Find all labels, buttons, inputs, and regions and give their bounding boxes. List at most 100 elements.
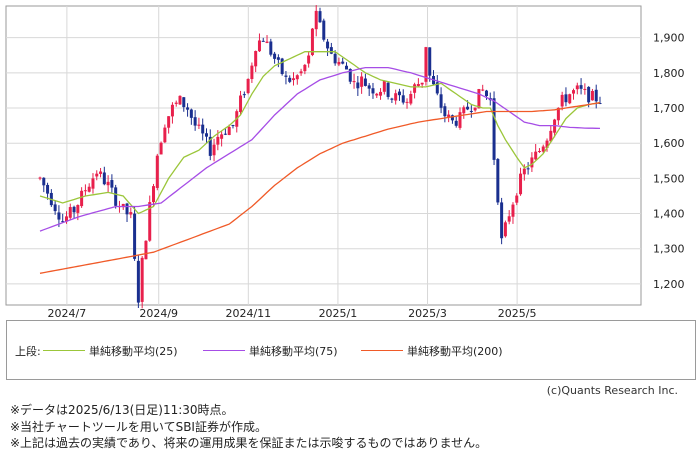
candle-body — [420, 82, 424, 85]
candle-body — [477, 89, 481, 109]
y-tick-label: 1,700 — [653, 102, 685, 115]
x-tick-label: 2024/9 — [139, 307, 178, 320]
candle-body — [197, 124, 201, 126]
candle-body — [367, 85, 371, 89]
candle-body — [360, 76, 364, 87]
candle-body — [257, 40, 261, 52]
candle-body — [401, 95, 405, 103]
credit-text: (c)Quants Research Inc. — [546, 384, 678, 397]
candle-body — [242, 94, 246, 96]
candle-body — [227, 126, 231, 136]
candle-body — [87, 186, 91, 192]
legend-item-ma200: 単純移動平均(200) — [407, 345, 503, 358]
candle-body — [594, 89, 598, 102]
candle-body — [515, 195, 519, 203]
candle-body — [292, 78, 296, 81]
y-tick-label: 1,900 — [653, 32, 685, 45]
candle-body — [121, 203, 125, 208]
candle-body — [534, 151, 538, 160]
candle-body — [492, 98, 496, 160]
candle-body — [276, 57, 280, 60]
candle-body — [106, 181, 110, 186]
candle-body — [231, 125, 235, 127]
candle-body — [246, 78, 250, 94]
footnote-3: ※上記は過去の実績であり、将来の運用成果を保証または示唆するものではありません。 — [10, 436, 488, 450]
candle-body — [314, 10, 318, 30]
candle-body — [140, 257, 144, 302]
candle-body — [356, 82, 360, 89]
candle-body — [473, 107, 477, 111]
candle-body — [390, 98, 394, 100]
candle-body — [333, 53, 337, 64]
candle-body — [64, 216, 68, 222]
candle-body — [61, 221, 65, 223]
candle-body — [167, 116, 171, 128]
candle-body — [469, 110, 473, 112]
candle-body — [500, 202, 504, 239]
y-tick-label: 1,500 — [653, 172, 685, 185]
candle-body — [549, 130, 553, 142]
legend-item-ma25: 単純移動平均(25) — [89, 345, 178, 358]
candle-body — [329, 47, 333, 54]
candle-body — [428, 47, 432, 76]
candle-body — [583, 88, 587, 90]
candle-body — [560, 94, 564, 107]
candle-body — [239, 95, 243, 113]
candle-body — [348, 68, 352, 82]
candle-body — [409, 93, 413, 104]
candle-body — [462, 107, 466, 114]
y-tick-label: 1,800 — [653, 67, 685, 80]
candle-body — [288, 77, 292, 82]
candle-body — [284, 75, 288, 77]
candle-body — [318, 11, 322, 23]
candle-body — [201, 124, 205, 134]
candle-body — [212, 144, 216, 156]
candle-body — [375, 93, 379, 96]
footnotes: ※データは2025/6/13(日足)11:30時点。 ※当社チャートツールを用い… — [10, 402, 487, 452]
legend-swatch-ma75 — [203, 350, 245, 351]
candle-body — [208, 136, 212, 156]
candle-body — [579, 85, 583, 89]
candle-body — [545, 140, 549, 149]
candle-body — [458, 112, 462, 128]
candle-body — [155, 155, 159, 188]
candle-body — [136, 260, 140, 303]
candle-body — [72, 206, 76, 213]
candle-body — [76, 204, 80, 213]
candle-body — [102, 172, 106, 185]
candle-body — [337, 61, 341, 65]
candle-body — [371, 88, 375, 94]
candle-body — [170, 104, 174, 117]
candle-body — [83, 190, 87, 192]
candle-body — [163, 127, 167, 143]
candle-body — [159, 142, 163, 155]
plot-area — [5, 5, 642, 306]
x-tick-label: 2024/11 — [225, 307, 271, 320]
legend-prefix: 上段: — [15, 345, 41, 358]
candle-body — [174, 102, 178, 104]
y-tick-label: 1,200 — [653, 278, 685, 291]
footnote-2: ※当社チャートツールを用いてSBI証券が作成。 — [10, 419, 267, 434]
candle-body — [322, 20, 326, 40]
ma200-line — [39, 102, 601, 274]
x-tick-label: 2025/1 — [319, 307, 358, 320]
legend-swatch-ma200 — [361, 350, 403, 351]
candle-body — [416, 84, 420, 87]
candle-body — [424, 47, 428, 82]
candle-body — [265, 41, 269, 43]
candle-body — [273, 53, 277, 59]
candle-body — [95, 173, 99, 177]
candle-body — [590, 90, 594, 101]
candle-body — [99, 171, 103, 174]
candle-body — [447, 114, 451, 118]
candle-body — [182, 97, 186, 108]
candle-body — [144, 240, 148, 260]
candle-body — [114, 187, 118, 206]
candle-body — [261, 40, 265, 42]
candle-body — [556, 107, 560, 121]
candle-body — [519, 173, 523, 195]
footnote-1: ※データは2025/6/13(日足)11:30時点。 — [10, 403, 234, 417]
candle-body — [344, 65, 348, 70]
x-tick-label: 2025/5 — [498, 307, 537, 320]
